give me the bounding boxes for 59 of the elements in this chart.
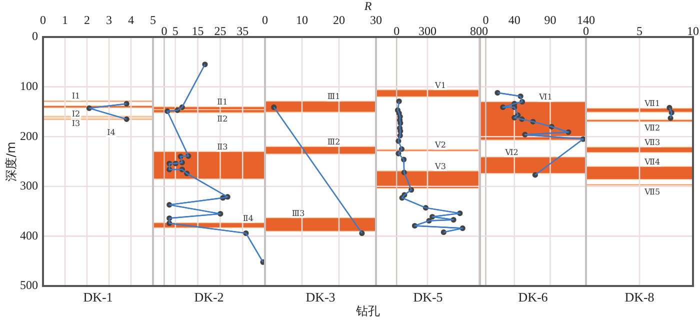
text: R xyxy=(363,0,372,14)
band-label: Ⅰ1 xyxy=(72,92,80,101)
band-label: Ⅰ2 xyxy=(72,110,80,119)
x-axis-title: DK-8 xyxy=(624,289,654,304)
text: 钻孔 xyxy=(355,304,380,318)
x-tick-label: 20 xyxy=(333,13,345,27)
band-label: Ⅶ5 xyxy=(644,187,660,196)
band-label: Ⅰ3 xyxy=(72,119,80,128)
band-label: Ⅵ1 xyxy=(538,92,552,102)
band-label: Ⅴ2 xyxy=(434,140,446,150)
band-label: Ⅲ2 xyxy=(327,138,340,147)
y-tick-label: 500 xyxy=(20,278,38,292)
y-tick-label: 200 xyxy=(20,128,38,143)
x-tick-label: 30 xyxy=(370,13,382,27)
x-tick-label: 5 xyxy=(172,24,178,38)
y-tick-label: 100 xyxy=(20,78,38,93)
x-tick-label: 40 xyxy=(508,13,520,27)
x-axis-title: DK-3 xyxy=(306,289,336,304)
x-tick-label: 5 xyxy=(150,13,156,27)
x-tick-label: 1 xyxy=(62,13,68,27)
x-tick-label: 0 xyxy=(394,24,400,38)
y-axis-title: 深度/m xyxy=(4,142,18,182)
band-label: Ⅶ1 xyxy=(644,99,660,108)
y-tick-label: 300 xyxy=(20,178,38,193)
x-tick-label: 300 xyxy=(418,24,436,38)
x-tick-label: 0 xyxy=(262,13,268,27)
x-tick-label: 10 xyxy=(296,13,308,27)
band-label: Ⅱ1 xyxy=(217,98,228,107)
x-axis-title: DK-5 xyxy=(413,289,443,304)
y-tick-label: 400 xyxy=(20,228,38,242)
band-label: Ⅴ3 xyxy=(434,162,446,171)
band-label: Ⅱ4 xyxy=(242,214,254,223)
x-tick-label: 5 xyxy=(636,24,642,38)
band-label: Ⅵ2 xyxy=(504,148,518,158)
x-tick-label: 2 xyxy=(84,13,90,27)
x-tick-label: 3 xyxy=(106,13,112,27)
x-tick-label: 25 xyxy=(214,24,226,38)
x-tick-label: 35 xyxy=(236,24,249,38)
band-label: Ⅲ3 xyxy=(292,208,305,218)
band-label: Ⅲ1 xyxy=(327,92,340,102)
x-tick-label: 10 xyxy=(687,24,699,38)
band-label: Ⅱ2 xyxy=(217,114,228,124)
x-tick-label: 90 xyxy=(544,13,556,27)
band-label: Ⅰ4 xyxy=(107,128,116,138)
x-axis-title: DK-6 xyxy=(518,289,548,304)
band-label: Ⅶ2 xyxy=(644,124,660,133)
x-tick-label: 0 xyxy=(161,24,168,38)
x-tick-label: 140 xyxy=(577,13,595,27)
x-axis-title: DK-2 xyxy=(194,289,224,304)
x-axis-title: DK-1 xyxy=(83,289,113,304)
x-tick-label: 15 xyxy=(192,24,204,38)
x-tick-label: 0 xyxy=(583,24,589,38)
x-tick-label: 800 xyxy=(470,24,488,38)
x-tick-label: 0 xyxy=(482,13,489,27)
x-tick-label: 4 xyxy=(128,13,134,27)
band-label: Ⅴ1 xyxy=(434,80,446,90)
band-label: Ⅶ3 xyxy=(644,138,660,148)
band-label: Ⅶ4 xyxy=(644,157,660,166)
band-label: Ⅱ3 xyxy=(217,142,228,152)
